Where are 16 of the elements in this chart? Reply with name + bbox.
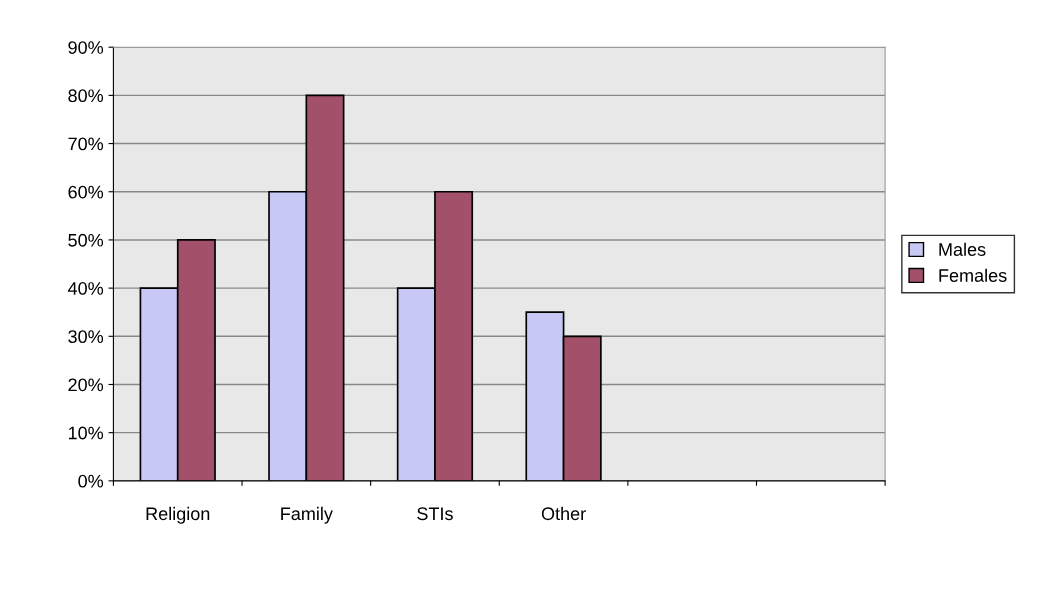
y-tick-label: 50%	[68, 233, 104, 247]
x-tick-label: Other	[541, 506, 586, 521]
y-tick-label: 80%	[68, 89, 104, 103]
y-tick-label: 20%	[68, 378, 104, 392]
x-tick-label: STIs	[417, 507, 453, 521]
x-tick-label: Religion	[146, 506, 210, 524]
y-tick-label: 40%	[67, 282, 104, 295]
y-tick-label: 90%	[68, 41, 104, 54]
legend-label: Males	[939, 242, 986, 256]
legend-label: Females	[939, 268, 1007, 282]
y-tick-label: 30%	[68, 330, 104, 344]
y-tick-label: 0%	[78, 474, 104, 488]
x-tick-label: Family	[281, 506, 333, 524]
y-tick-label: 60%	[68, 185, 104, 199]
y-tick-label: 70%	[68, 137, 104, 151]
y-tick-label: 10%	[68, 426, 104, 440]
